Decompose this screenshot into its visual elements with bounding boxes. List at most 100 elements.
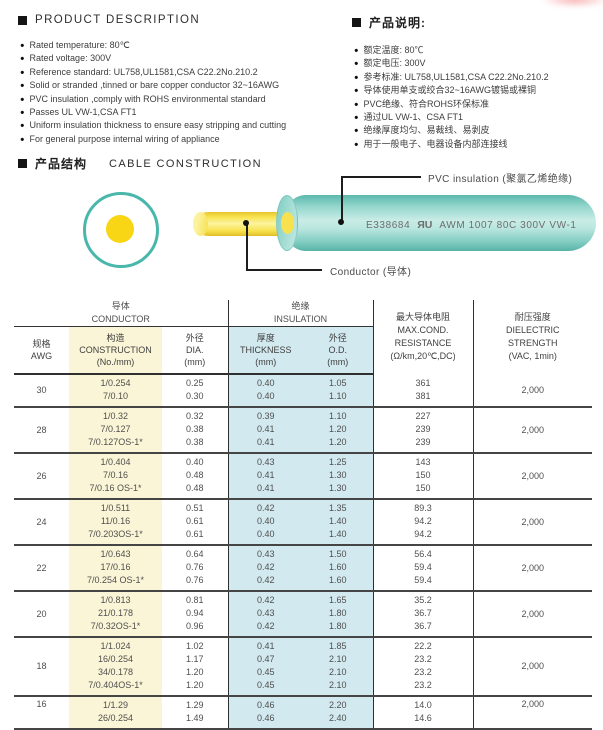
text-line: 1.20 bbox=[185, 680, 204, 690]
text-line: 361 bbox=[415, 377, 431, 388]
table-cell: 16 bbox=[36, 699, 47, 709]
text-line: 规格 bbox=[32, 339, 51, 349]
text-line: 23.2 bbox=[414, 654, 432, 664]
list-item-text: Rated voltage: 300V bbox=[29, 53, 112, 64]
list-item: ● PVC绝缘、符合ROHS环保标准 bbox=[354, 98, 602, 111]
table-cell: 2,000 bbox=[472, 545, 593, 591]
text-line: (mm) bbox=[184, 357, 206, 367]
text-line: 1/1.29 bbox=[102, 700, 129, 710]
list-item: ● 额定温度: 80℃ bbox=[354, 44, 602, 57]
table-cell: 143 150 150 bbox=[372, 453, 474, 499]
text-line: 1.05 bbox=[329, 378, 347, 388]
text-line: 0.81 bbox=[185, 595, 204, 605]
table-cell: 0.32 0.38 0.38 bbox=[162, 407, 228, 453]
section-marker-icon bbox=[18, 15, 27, 25]
text-line: 1.20 bbox=[185, 667, 204, 677]
table-cell: 56.4 59.4 59.4 bbox=[372, 545, 474, 591]
text-line: 7/0.10 bbox=[102, 391, 129, 401]
insulation-group-header: 绝缘 INSULATION bbox=[227, 300, 374, 327]
table-cell: 26 bbox=[36, 470, 47, 481]
table-cell: 22.2 23.2 23.2 23.2 bbox=[372, 637, 474, 696]
table-row: 30 1/0.254 7/0.10 0.25 0.30 0.40 0.40 1.05 1.10 3… bbox=[14, 374, 593, 407]
list-item: ● Passes UL VW-1,CSA FT1 bbox=[20, 106, 343, 119]
text-line: 1.02 bbox=[185, 641, 204, 651]
text-line: 0.41 bbox=[257, 424, 275, 434]
insulation-label: PVC insulation (聚氯乙烯绝缘) bbox=[428, 174, 573, 185]
text-line: DIA. bbox=[186, 345, 204, 355]
text-line: 0.40 bbox=[257, 516, 275, 526]
conductor-label: Conductor (导体) bbox=[330, 267, 412, 278]
list-item-text: 导体使用单支或绞合32~16AWG镀锡或裸铜 bbox=[363, 85, 536, 96]
text-line: 最大导体电阻 bbox=[396, 312, 451, 322]
table-cell: 1/0.32 7/0.127 7/0.127OS-1* bbox=[69, 407, 162, 453]
text-line: 0.45 bbox=[257, 680, 275, 690]
spec-table-section: 导体 CONDUCTOR 绝缘 INSULATION 最大导体电阻 MAX.COND.… bbox=[14, 300, 593, 730]
table-row: 26 1/0.404 7/0.16 7/0.16 OS-1* 0.40 0.48 0.48 0… bbox=[14, 453, 593, 499]
list-item-text: Passes UL VW-1,CSA FT1 bbox=[29, 107, 137, 118]
text-line: 1.17 bbox=[185, 654, 204, 664]
datasheet-page: { "icons": { "bullet": "●" }, "product_d… bbox=[14, 0, 603, 729]
list-item-text: PVC绝缘、符合ROHS环保标准 bbox=[363, 98, 490, 109]
column-header-row: 规格 AWG 构造 CONSTRUCTION (No./mm) 外径 DIA. (mm) … bbox=[14, 326, 592, 375]
resistance-column-header: 最大导体电阻 MAX.COND. RESISTANCE (Ω/km,20℃,DC) bbox=[372, 300, 474, 374]
text-line: RESISTANCE bbox=[394, 338, 452, 348]
text-line: 7/0.254 OS-1* bbox=[86, 575, 145, 585]
section-marker-icon bbox=[18, 159, 27, 168]
text-line: 36.7 bbox=[414, 621, 432, 631]
text-line: (Ω/km,20℃,DC) bbox=[390, 351, 456, 361]
text-line: DIELECTRIC bbox=[506, 325, 560, 335]
text-line: 0.41 bbox=[257, 470, 275, 480]
table-cell: 2,000 bbox=[472, 374, 593, 407]
ul-recognized-icon: ЯU bbox=[417, 219, 433, 231]
list-item: ● For general purpose internal wiring of … bbox=[20, 133, 343, 146]
table-cell: 1/0.404 7/0.16 7/0.16 OS-1* bbox=[69, 453, 162, 499]
table-cell: 2,000 bbox=[472, 637, 593, 696]
table-cell: 2,000 bbox=[472, 591, 593, 637]
text-line: O.D. bbox=[328, 345, 348, 355]
insulation-core-face bbox=[281, 212, 294, 234]
table-cell: 1/1.024 16/0.254 34/0.178 7/0.404OS-1* bbox=[69, 637, 162, 696]
text-line: CONDUCTOR bbox=[91, 314, 150, 324]
table-cell: 14.0 14.6 bbox=[372, 696, 474, 729]
table-cell: 0.46 0.46 bbox=[227, 696, 304, 729]
text-line: 16/0.254 bbox=[97, 654, 134, 664]
list-item-text: 额定电压: 300V bbox=[363, 58, 426, 69]
pointer-line bbox=[341, 176, 421, 178]
table-cell: 28 bbox=[36, 424, 47, 435]
table-row: 16 1/1.29 26/0.254 1.29 1.49 0.46 0.46 2.20 2.40… bbox=[14, 696, 593, 729]
text-line: 23.2 bbox=[414, 667, 432, 677]
text-line: CONSTRUCTION bbox=[79, 345, 152, 355]
text-line: 0.96 bbox=[185, 621, 204, 631]
table-row: 20 1/0.813 21/0.178 7/0.32OS-1* 0.81 0.94 0.96… bbox=[14, 591, 593, 637]
text-line: 1/0.511 bbox=[100, 503, 131, 513]
cable-construction-header: 产品结构 CABLE CONSTRUCTION bbox=[18, 155, 262, 172]
list-item-text: Reference standard: UL758,UL1581,CSA C22… bbox=[29, 66, 258, 77]
table-cell: 0.81 0.94 0.96 bbox=[162, 591, 228, 637]
list-item: ● Uniform insulation thickness to ensure … bbox=[20, 119, 343, 132]
text-line: 17/0.16 bbox=[100, 562, 131, 572]
text-line: 1/0.254 bbox=[100, 378, 131, 388]
text-line: 0.40 bbox=[257, 378, 275, 388]
text-line: 1.35 bbox=[329, 503, 347, 513]
text-line: 1.80 bbox=[329, 621, 347, 631]
text-line: 59.4 bbox=[414, 562, 432, 572]
list-item: ● Rated voltage: 300V bbox=[20, 52, 343, 65]
text-line: 94.2 bbox=[414, 516, 432, 526]
text-line: 1.25 bbox=[329, 457, 347, 467]
list-item-text: 参考标准: UL758,UL1581,CSA C22.2No.210.2 bbox=[363, 71, 549, 82]
table-cell: 24 bbox=[36, 516, 47, 527]
table-cell: 0.64 0.76 0.76 bbox=[162, 545, 228, 591]
bullet-icon: ● bbox=[20, 107, 25, 117]
text-line: 0.46 bbox=[257, 700, 275, 710]
table-cell: 2,000 bbox=[472, 453, 593, 499]
text-line: 0.61 bbox=[185, 516, 204, 526]
product-description-list: ● Rated temperature: 80℃ ● Rated voltage: 3… bbox=[20, 39, 343, 146]
table-cell: 227 239 239 bbox=[372, 407, 474, 453]
section-title: PRODUCT DESCRIPTION bbox=[35, 14, 201, 26]
pointer-line bbox=[246, 223, 248, 270]
table-cell: 2,000 bbox=[472, 499, 593, 545]
table-cell: 1/0.254 7/0.10 bbox=[69, 374, 162, 407]
text-line: 外径 bbox=[185, 333, 204, 343]
text-line: 1.30 bbox=[329, 470, 347, 480]
table-cell: 0.41 0.47 0.45 0.45 bbox=[227, 637, 304, 696]
